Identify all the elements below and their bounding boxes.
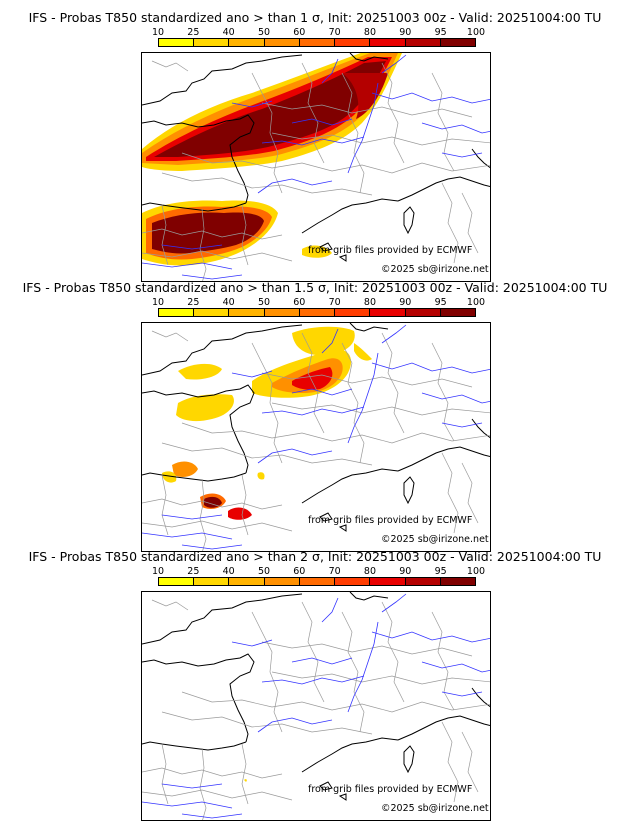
colorbar-segment (370, 39, 406, 46)
panel-title: IFS - Probas T850 standardized ano > tha… (28, 10, 602, 25)
colorbar-tick: 60 (293, 566, 306, 577)
panel-1: IFS - Probas T850 standardized ano > tha… (0, 4, 630, 282)
colorbar-segment (159, 309, 195, 316)
colorbar-tick: 100 (466, 27, 486, 38)
colorbar-tick: 90 (399, 566, 412, 577)
colorbar-segment (194, 309, 230, 316)
colorbar-tick: 80 (363, 297, 377, 308)
colorbar-tick: 10 (151, 27, 165, 38)
colorbar-segment (229, 309, 265, 316)
colorbar-segment (159, 578, 195, 585)
colorbar-tick: 25 (187, 27, 200, 38)
colorbar-tick: 70 (328, 27, 341, 38)
map-graphic (142, 592, 490, 820)
source-credit: from grib files provided by ECMWF (308, 245, 473, 256)
probability-map (141, 322, 491, 552)
colorbar-segment (335, 309, 371, 316)
colorbar-segment (299, 578, 336, 585)
colorbar-segment (299, 39, 336, 46)
colorbar-tick: 80 (363, 566, 377, 577)
source-credit: from grib files provided by ECMWF (308, 784, 473, 795)
colorbar-tick: 95 (434, 566, 447, 577)
colorbar-segment (299, 309, 336, 316)
colorbar-tick: 10 (151, 566, 165, 577)
colorbar-segment (440, 309, 475, 316)
colorbar-tick: 100 (466, 566, 486, 577)
colorbar-tick: 50 (257, 297, 271, 308)
colorbar-tick: 25 (187, 566, 200, 577)
colorbar-segment (159, 39, 195, 46)
colorbar-tick: 60 (293, 27, 306, 38)
map-graphic (142, 323, 490, 551)
colorbar (158, 577, 476, 586)
colorbar-segment (335, 39, 371, 46)
colorbar-segment (194, 578, 230, 585)
colorbar-segment (264, 39, 300, 46)
colorbar-tick: 25 (187, 297, 200, 308)
copyright-credit: ©2025 sb@irizone.net (381, 264, 489, 275)
colorbar-tick: 40 (222, 566, 235, 577)
colorbar-segment (370, 578, 406, 585)
colorbar-segment (194, 39, 230, 46)
colorbar-ticks: 10 25 40 50 60 70 80 90 95 100 (152, 566, 485, 577)
colorbar-tick: 90 (399, 297, 412, 308)
map-graphic (142, 53, 490, 281)
colorbar-tick: 95 (434, 27, 447, 38)
colorbar-tick: 60 (293, 297, 306, 308)
colorbar-tick: 50 (257, 566, 271, 577)
panel-2: IFS - Probas T850 standardized ano > tha… (0, 274, 630, 552)
colorbar-segment (405, 578, 441, 585)
panel-3: IFS - Probas T850 standardized ano > tha… (0, 543, 630, 821)
colorbar-tick: 80 (363, 27, 377, 38)
colorbar-segment (440, 39, 475, 46)
colorbar-tick: 100 (466, 297, 486, 308)
colorbar-tick: 40 (222, 297, 235, 308)
colorbar (158, 308, 476, 317)
probability-map (141, 52, 491, 282)
copyright-credit: ©2025 sb@irizone.net (381, 803, 489, 814)
probability-map (141, 591, 491, 821)
panel-title: IFS - Probas T850 standardized ano > tha… (22, 280, 608, 295)
source-credit: from grib files provided by ECMWF (308, 515, 473, 526)
colorbar-segment (229, 578, 265, 585)
colorbar-segment (440, 578, 475, 585)
colorbar-segment (370, 309, 406, 316)
colorbar-segment (264, 309, 300, 316)
colorbar-tick: 50 (257, 27, 271, 38)
copyright-credit: ©2025 sb@irizone.net (381, 534, 489, 545)
colorbar-tick: 70 (328, 566, 341, 577)
colorbar-tick: 10 (151, 297, 165, 308)
colorbar-ticks: 10 25 40 50 60 70 80 90 95 100 (152, 297, 485, 308)
colorbar-ticks: 10 25 40 50 60 70 80 90 95 100 (152, 27, 485, 38)
colorbar-segment (229, 39, 265, 46)
colorbar-tick: 95 (434, 297, 447, 308)
colorbar (158, 38, 476, 47)
colorbar-segment (405, 39, 441, 46)
colorbar-segment (405, 309, 441, 316)
panel-title: IFS - Probas T850 standardized ano > tha… (28, 549, 602, 564)
colorbar-tick: 40 (222, 27, 235, 38)
colorbar-tick: 90 (399, 27, 412, 38)
colorbar-tick: 70 (328, 297, 341, 308)
colorbar-segment (264, 578, 300, 585)
colorbar-segment (335, 578, 371, 585)
